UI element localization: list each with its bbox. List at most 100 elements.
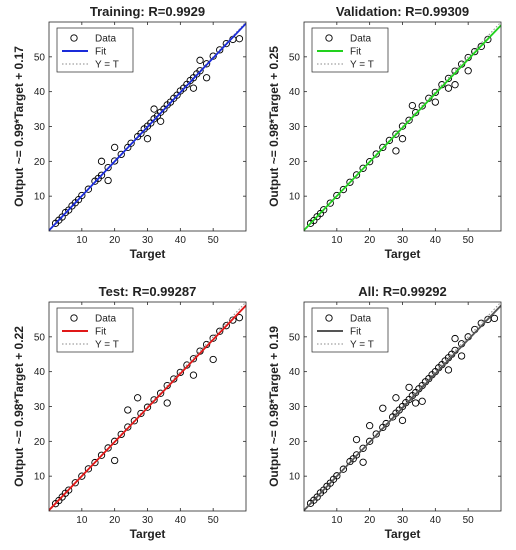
identity-line (304, 302, 501, 511)
data-point (366, 158, 374, 166)
x-tick-label: 50 (463, 515, 475, 526)
data-point (346, 178, 354, 186)
data-point (176, 368, 184, 377)
x-axis-label: Target (130, 247, 166, 261)
y-tick-label: 30 (34, 402, 46, 413)
data-point (84, 185, 93, 193)
data-point (385, 136, 394, 145)
data-point (352, 435, 361, 444)
data-point (156, 389, 165, 397)
data-point (444, 366, 453, 374)
data-point (235, 35, 244, 43)
identity-line (49, 302, 246, 511)
chart-panel-4: 10 20 30 40 50 10 20 30 40 50 All: R=0.99292 Target… (267, 284, 502, 541)
data-point (352, 171, 361, 179)
chart-panel-2: 10 20 30 40 50 10 20 30 40 50 Validation: R=0.9930… (267, 4, 502, 261)
legend-data-marker (325, 34, 333, 42)
x-tick-label: 10 (331, 515, 343, 526)
y-tick-label: 30 (34, 122, 46, 133)
data-point (366, 422, 374, 430)
data-point (104, 163, 112, 172)
data-point (333, 472, 341, 480)
data-point (490, 314, 499, 323)
legend-entry-fit: Fit (95, 47, 106, 58)
data-point (209, 334, 217, 342)
y-tick-label: 40 (289, 87, 301, 98)
x-tick-label: 50 (208, 235, 220, 246)
data-point (183, 361, 191, 369)
data-point (405, 116, 413, 124)
data-point (209, 52, 217, 60)
x-tick-label: 20 (364, 235, 376, 246)
data-point (117, 150, 125, 159)
legend-entry-fit: Fit (350, 327, 361, 338)
legend: Data Fit Y = T (311, 27, 389, 73)
data-point (359, 458, 367, 466)
data-point (379, 404, 387, 412)
data-point (339, 465, 348, 473)
data-point (398, 416, 407, 425)
data-point (78, 191, 86, 200)
y-tick-label: 50 (34, 332, 46, 343)
data-point (133, 394, 142, 402)
data-point (117, 430, 125, 439)
legend-entry-data: Data (350, 34, 372, 45)
data-point (222, 322, 230, 330)
y-tick-label: 40 (34, 367, 46, 378)
y-axis-label: Output ~= 0.98*Target + 0.19 (267, 326, 281, 487)
y-tick-label: 20 (289, 437, 301, 448)
data-point (418, 102, 426, 110)
data-point (189, 355, 198, 363)
fit-line (49, 304, 246, 511)
x-tick-label: 40 (430, 235, 442, 246)
y-axis-label: Output ~= 0.98*Target + 0.25 (267, 46, 281, 207)
data-point (372, 430, 380, 438)
x-tick-label: 30 (142, 235, 154, 246)
data-point (477, 42, 485, 51)
data-point (104, 444, 112, 452)
data-point (352, 451, 361, 459)
plot-content (304, 302, 501, 511)
data-point (444, 84, 453, 92)
data-point (405, 383, 413, 391)
data-point (143, 403, 152, 411)
fit-line (304, 24, 501, 231)
x-tick-label: 40 (175, 235, 187, 246)
data-point (382, 419, 390, 428)
legend: Data Fit Y = T (56, 27, 134, 73)
data-point (84, 465, 93, 473)
chart-title: Validation: R=0.99309 (336, 4, 469, 19)
x-tick-label: 50 (208, 515, 220, 526)
chart-panel-1: 10 20 30 40 50 10 20 30 40 50 Training: R=0.9929 Ta… (12, 4, 247, 261)
data-point (97, 451, 106, 459)
data-point (408, 101, 416, 110)
y-tick-label: 50 (289, 332, 301, 343)
y-tick-label: 30 (289, 402, 301, 413)
legend-entry-data: Data (95, 34, 117, 45)
data-point (104, 176, 112, 185)
data-point (457, 352, 466, 360)
y-axis-label: Output ~= 0.98*Target + 0.22 (12, 326, 26, 487)
data-point (333, 191, 341, 200)
x-tick-label: 10 (331, 235, 343, 246)
data-point (156, 117, 165, 125)
data-point (189, 371, 198, 379)
x-axis-label: Target (130, 527, 166, 541)
data-point (202, 340, 211, 349)
data-point (359, 444, 367, 452)
data-point (163, 381, 171, 390)
y-tick-label: 10 (289, 472, 301, 483)
x-tick-label: 20 (364, 515, 376, 526)
y-tick-label: 10 (34, 192, 46, 203)
data-point (451, 81, 459, 89)
x-axis-label: Target (385, 527, 421, 541)
data-point (471, 47, 479, 56)
data-point (216, 327, 224, 335)
data-point (372, 150, 380, 158)
legend-entry-data: Data (95, 314, 117, 325)
data-point (163, 399, 171, 407)
data-point (392, 394, 400, 402)
legend: Data Fit Y = T (56, 307, 134, 353)
legend-data-marker (70, 314, 78, 322)
chart-title: Training: R=0.9929 (90, 4, 205, 19)
